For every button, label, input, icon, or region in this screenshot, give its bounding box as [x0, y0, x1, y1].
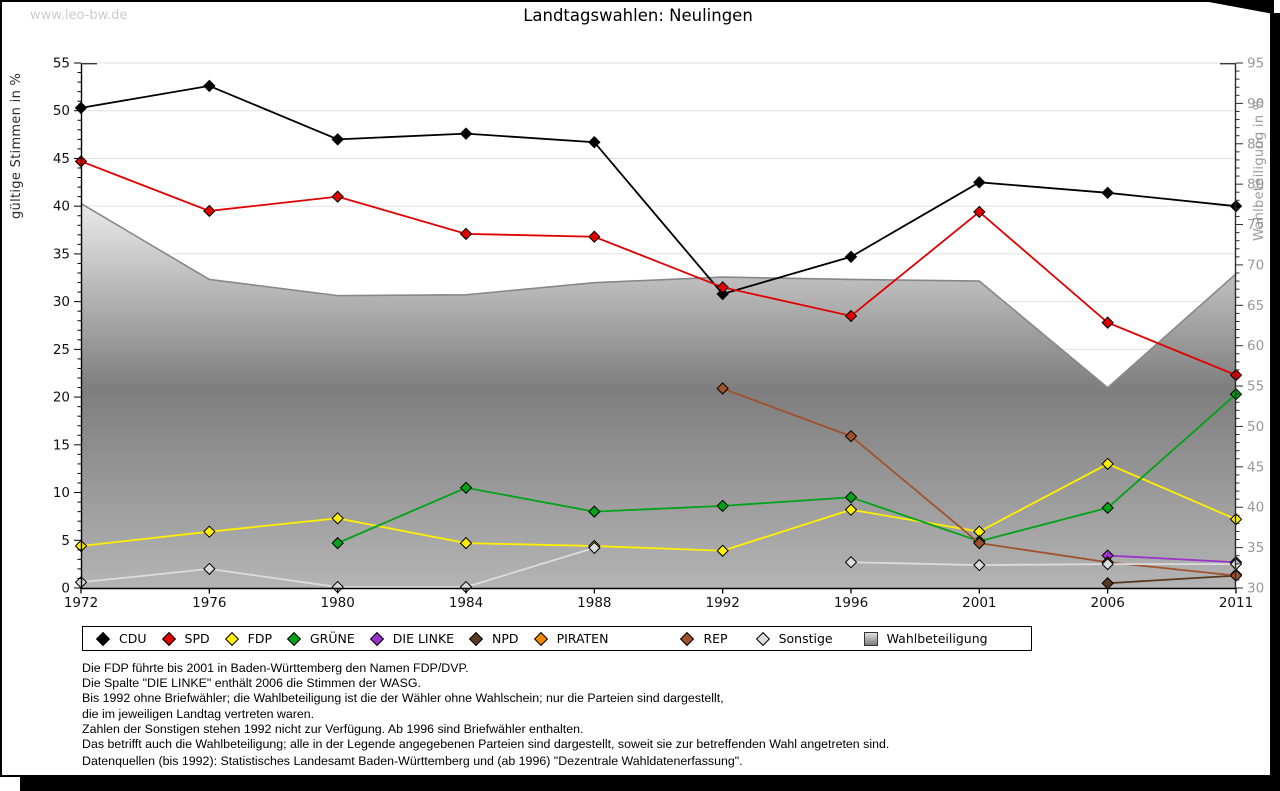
- svg-text:10: 10: [53, 485, 70, 501]
- svg-text:30: 30: [1247, 581, 1264, 597]
- svg-text:80: 80: [1247, 177, 1264, 193]
- legend-label: PIRATEN: [556, 631, 609, 646]
- diamond-marker-icon: [369, 631, 384, 646]
- legend-label: SPD: [184, 631, 210, 646]
- svg-text:1972: 1972: [64, 595, 98, 611]
- legend-label: CDU: [119, 631, 147, 646]
- legend-label: DIE LINKE: [392, 631, 455, 646]
- footnote-line: Zahlen der Sonstigen stehen 1992 nicht z…: [82, 721, 584, 736]
- svg-text:55: 55: [1247, 379, 1264, 395]
- diamond-marker-icon: [95, 631, 111, 646]
- diamond-marker-icon: [755, 631, 770, 646]
- page-shadow-bottom: [20, 777, 1280, 791]
- footnote-line: Das betrifft auch die Wahlbeteiligung; a…: [82, 737, 890, 752]
- legend-item-wahlbeteiligung: Wahlbeteiligung: [863, 631, 988, 646]
- svg-text:90: 90: [1247, 96, 1264, 112]
- legend-label: Sonstige: [778, 631, 833, 646]
- footnote-line: Bis 1992 ohne Briefwähler; die Wahlbetei…: [82, 691, 724, 706]
- diamond-marker-icon: [224, 631, 239, 646]
- legend-item-piraten: PIRATEN: [533, 631, 609, 646]
- svg-text:45: 45: [53, 151, 70, 167]
- legend-item-rep: REP: [680, 631, 728, 646]
- footnotes: Die FDP führte bis 2001 in Baden-Württem…: [82, 661, 889, 752]
- diamond-marker-icon: [533, 631, 548, 646]
- svg-text:1996: 1996: [834, 595, 868, 611]
- svg-text:1980: 1980: [320, 595, 354, 611]
- footnote-line: Die FDP führte bis 2001 in Baden-Württem…: [82, 661, 469, 675]
- svg-text:1984: 1984: [449, 595, 483, 611]
- chart-plot: 0 5 10 15 20 25 30 35 40 45 50 55 30 35 40 45 50 55 60 65 70…: [53, 56, 1264, 612]
- footnote-line: die im jeweiligen Landtag vertreten ware…: [82, 706, 315, 721]
- footnote-line: Die Spalte "DIE LINKE" enthält 2006 die …: [82, 676, 421, 691]
- svg-text:1976: 1976: [192, 595, 226, 611]
- diamond-marker-icon: [286, 631, 302, 646]
- diamond-marker-icon: [680, 631, 695, 646]
- svg-text:5: 5: [61, 533, 70, 549]
- legend-item-spd: SPD: [161, 631, 210, 646]
- svg-text:50: 50: [53, 103, 70, 119]
- turnout-area-swatch: [863, 631, 878, 646]
- legend-label: Wahlbeteiligung: [886, 631, 988, 646]
- legend-label: GRÜNE: [309, 631, 355, 646]
- svg-text:55: 55: [53, 56, 70, 72]
- svg-text:2001: 2001: [962, 595, 996, 611]
- svg-text:40: 40: [53, 199, 70, 215]
- legend-item-cdu: CDU: [95, 631, 147, 646]
- svg-text:0: 0: [61, 581, 70, 597]
- legend-item-fdp: FDP: [224, 631, 272, 646]
- svg-text:95: 95: [1247, 56, 1264, 72]
- svg-text:65: 65: [1247, 298, 1264, 314]
- svg-text:60: 60: [1247, 338, 1264, 354]
- svg-text:70: 70: [1247, 257, 1264, 273]
- svg-text:40: 40: [1247, 500, 1264, 516]
- svg-text:35: 35: [1247, 540, 1264, 556]
- page-shadow-right: [1272, 13, 1280, 791]
- svg-text:50: 50: [1247, 419, 1264, 435]
- svg-text:1992: 1992: [705, 595, 739, 611]
- legend-label: REP: [703, 631, 728, 646]
- chart-page: www.leo-bw.de Landtagswahlen: Neulingen …: [0, 0, 1272, 777]
- svg-text:15: 15: [53, 437, 70, 453]
- svg-text:35: 35: [53, 246, 70, 262]
- diamond-marker-icon: [161, 631, 176, 646]
- page-title: Landtagswahlen: Neulingen: [523, 6, 753, 25]
- svg-text:30: 30: [53, 294, 70, 310]
- legend-label: FDP: [247, 631, 272, 646]
- legend: CDU SPD FDP GRÜNE DIE LINKE NPD PIRATEN REP Sons…: [82, 626, 1032, 651]
- svg-text:20: 20: [53, 390, 70, 406]
- legend-item-gr-ne: GRÜNE: [286, 631, 355, 646]
- legend-item-npd: NPD: [468, 631, 519, 646]
- legend-item-die-linke: DIE LINKE: [369, 631, 455, 646]
- legend-item-sonstige: Sonstige: [755, 631, 833, 646]
- svg-text:25: 25: [53, 342, 70, 358]
- svg-text:1988: 1988: [577, 595, 611, 611]
- svg-text:2011: 2011: [1219, 595, 1253, 611]
- svg-text:85: 85: [1247, 136, 1264, 152]
- diamond-marker-icon: [468, 631, 484, 646]
- watermark: www.leo-bw.de: [30, 8, 128, 23]
- svg-text:2006: 2006: [1090, 595, 1124, 611]
- source-note: Datenquellen (bis 1992): Statistisches L…: [82, 754, 743, 768]
- legend-label: NPD: [492, 631, 519, 646]
- svg-text:75: 75: [1247, 217, 1264, 233]
- svg-text:45: 45: [1247, 459, 1264, 475]
